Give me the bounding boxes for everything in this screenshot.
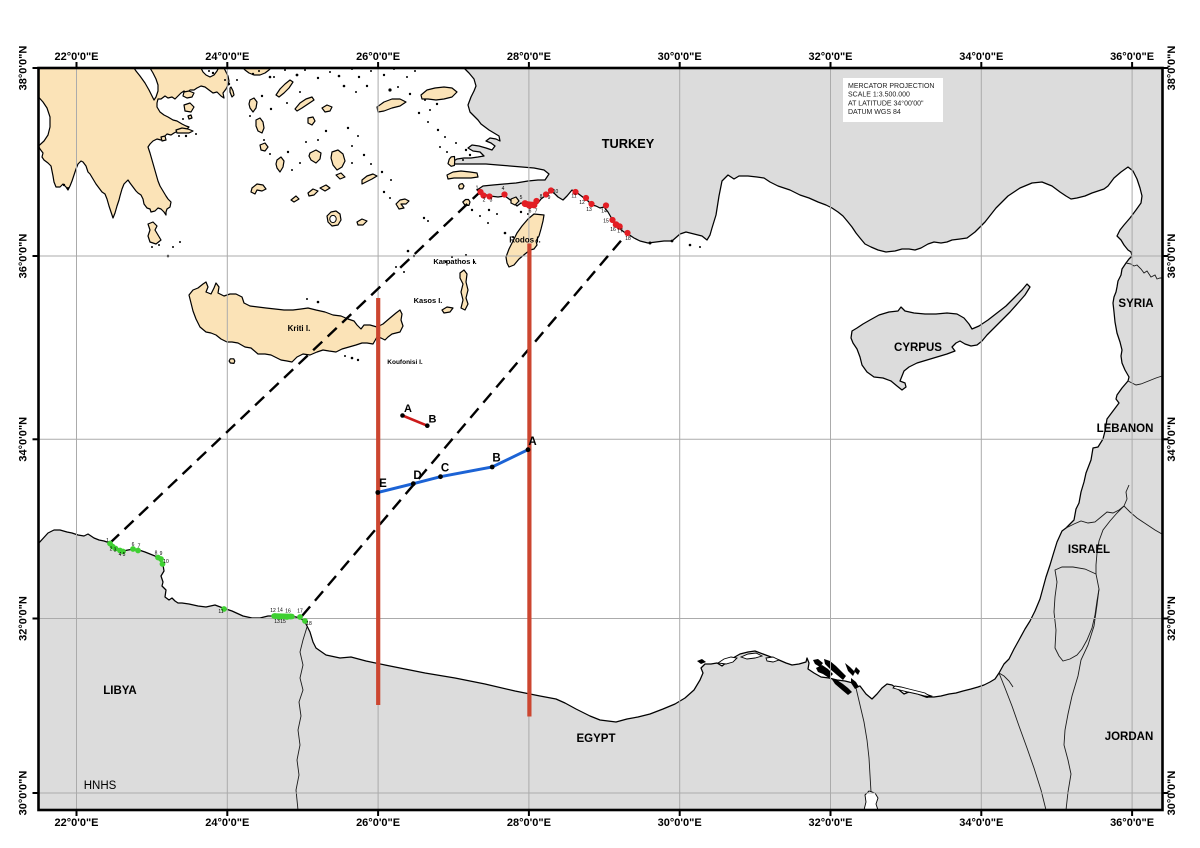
svg-text:30°0'0"E: 30°0'0"E [658,51,702,63]
svg-text:8: 8 [540,194,543,200]
svg-text:6: 6 [132,542,135,548]
svg-text:36°0'0"N: 36°0'0"N [1166,234,1178,279]
svg-text:32°0'0"E: 32°0'0"E [808,817,852,829]
svg-text:34°0'0"N: 34°0'0"N [18,417,30,462]
svg-text:14: 14 [277,608,283,614]
svg-text:12: 12 [579,200,585,206]
svg-text:24°0'0"E: 24°0'0"E [205,51,249,63]
svg-text:B: B [492,453,500,465]
svg-text:HNHS: HNHS [84,780,117,792]
svg-text:E: E [379,478,387,490]
svg-text:36°0'0"N: 36°0'0"N [18,234,30,279]
svg-text:5: 5 [520,195,523,201]
svg-text:38°0'0"N: 38°0'0"N [1166,46,1178,91]
svg-text:14: 14 [601,209,607,215]
svg-text:3: 3 [114,548,117,554]
svg-text:A: A [404,403,412,415]
svg-text:32°0'0"N: 32°0'0"N [18,596,30,641]
svg-text:JORDAN: JORDAN [1105,731,1154,743]
svg-text:7: 7 [535,209,538,215]
svg-text:7: 7 [138,544,141,550]
svg-text:17: 17 [617,229,623,235]
svg-text:Koufonisi I.: Koufonisi I. [387,359,423,366]
svg-text:4: 4 [119,552,122,558]
svg-text:Kriti I.: Kriti I. [288,324,311,333]
svg-text:3: 3 [490,198,493,204]
svg-text:AT LATITUDE 34°00'00": AT LATITUDE 34°00'00" [848,99,924,107]
svg-text:26°0'0"E: 26°0'0"E [356,51,400,63]
svg-text:18: 18 [306,621,312,627]
svg-text:LEBANON: LEBANON [1097,423,1154,435]
svg-text:32°0'0"E: 32°0'0"E [808,51,852,63]
svg-text:30°0'0"N: 30°0'0"N [1166,771,1178,816]
svg-text:34°0'0"E: 34°0'0"E [959,817,1003,829]
svg-text:D: D [413,470,421,482]
svg-text:Kasos I.: Kasos I. [414,296,443,305]
svg-text:8: 8 [155,551,158,557]
svg-text:CYRPUS: CYRPUS [894,342,942,354]
svg-text:9: 9 [160,551,163,557]
svg-text:1: 1 [476,186,479,192]
svg-text:MERCATOR PROJECTION: MERCATOR PROJECTION [848,83,934,90]
svg-text:SCALE 1:3.500.000: SCALE 1:3.500.000 [848,92,910,99]
svg-text:18: 18 [625,236,631,242]
svg-text:38°0'0"N: 38°0'0"N [18,46,30,91]
svg-text:34°0'0"E: 34°0'0"E [959,51,1003,63]
svg-text:13: 13 [586,207,592,213]
svg-text:EGYPT: EGYPT [577,733,616,745]
svg-text:9: 9 [548,195,551,201]
svg-text:12: 12 [270,608,276,614]
svg-text:36°0'0"E: 36°0'0"E [1110,817,1154,829]
svg-text:22°0'0"E: 22°0'0"E [54,51,98,63]
svg-text:TURKEY: TURKEY [602,136,655,151]
svg-text:15: 15 [280,619,286,625]
svg-text:13: 13 [274,619,280,625]
svg-text:34°0'0"N: 34°0'0"N [1166,417,1178,462]
svg-text:32°0'0"N: 32°0'0"N [1166,596,1178,641]
svg-text:Karpathos I.: Karpathos I. [433,257,476,266]
svg-text:11: 11 [218,609,223,615]
svg-text:4: 4 [502,186,505,192]
svg-text:SYRIA: SYRIA [1118,298,1153,310]
svg-text:10: 10 [163,559,169,565]
svg-text:6: 6 [529,209,532,215]
svg-text:15: 15 [603,219,609,225]
svg-text:28°0'0"E: 28°0'0"E [507,817,551,829]
svg-text:5: 5 [123,552,126,558]
svg-text:36°0'0"E: 36°0'0"E [1110,51,1154,63]
svg-text:10: 10 [553,189,559,195]
svg-text:ISRAEL: ISRAEL [1068,544,1110,556]
svg-text:2: 2 [110,547,113,553]
svg-text:17: 17 [297,609,303,615]
svg-text:1: 1 [106,538,109,544]
svg-text:2: 2 [483,198,486,204]
svg-text:11: 11 [571,194,576,200]
svg-text:16: 16 [610,227,616,233]
svg-text:DATUM WGS 84: DATUM WGS 84 [848,109,901,116]
svg-text:30°0'0"N: 30°0'0"N [18,771,30,816]
svg-text:Rodos I.: Rodos I. [509,236,541,245]
svg-text:16: 16 [285,609,291,615]
svg-text:26°0'0"E: 26°0'0"E [356,817,400,829]
svg-text:22°0'0"E: 22°0'0"E [54,817,98,829]
svg-text:B: B [429,414,437,426]
svg-text:A: A [528,436,536,448]
svg-text:LIBYA: LIBYA [103,685,136,697]
svg-text:28°0'0"E: 28°0'0"E [507,51,551,63]
svg-text:30°0'0"E: 30°0'0"E [658,817,702,829]
svg-text:C: C [441,463,449,475]
svg-text:24°0'0"E: 24°0'0"E [205,817,249,829]
